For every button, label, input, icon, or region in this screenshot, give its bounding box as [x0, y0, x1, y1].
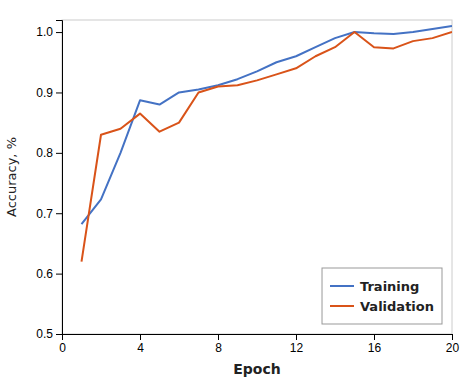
tick-label: 0: [59, 341, 66, 355]
line: [82, 32, 453, 261]
tick-mark: [296, 334, 297, 340]
tick-mark: [56, 334, 62, 335]
plot: 0 4 8 12 16 20 0.5 0.6 0.7 0.8 0.9 1.0 Training Valid…: [36, 20, 459, 355]
tick-mark: [374, 334, 375, 340]
tick-mark: [56, 213, 62, 214]
tick-label: 16: [368, 341, 382, 355]
tick-label: 0.9: [36, 86, 53, 100]
legend-item: Training: [330, 279, 419, 294]
tick: 4: [137, 334, 144, 355]
legend-item: Validation: [330, 299, 434, 314]
tick-label: 1.0: [36, 25, 53, 39]
plot-frame: [62, 20, 452, 334]
tick-label: 0.7: [36, 207, 53, 221]
tick-label: 8: [215, 341, 222, 355]
tick-label: 20: [446, 341, 460, 355]
axis-line: [63, 335, 453, 341]
tick-label: 12: [290, 341, 304, 355]
legend: Training Validation: [322, 268, 442, 324]
tick-mark: [56, 153, 62, 154]
tick-mark: [56, 274, 62, 275]
series-group: [82, 26, 453, 262]
tick: 12: [290, 334, 304, 355]
tick: 0.6: [36, 267, 62, 281]
legend-label: Validation: [360, 299, 434, 314]
tick-mark: [452, 334, 453, 340]
legend-swatch: [330, 285, 354, 287]
tick-label: 0.8: [36, 146, 53, 160]
tick: 0.8: [36, 146, 62, 160]
tick: 0.7: [36, 207, 62, 221]
legend-box: [322, 268, 442, 324]
line: [82, 26, 453, 224]
legend-label: Training: [360, 279, 419, 294]
tick: 0.9: [36, 86, 62, 100]
tick: 0.5: [36, 327, 62, 341]
y-axis-title: Accuracy, %: [4, 137, 19, 217]
axis-line: [56, 21, 63, 335]
tick-mark: [56, 92, 62, 93]
tick: 8: [215, 334, 222, 355]
tick-label: 0.6: [36, 267, 53, 281]
tick: 16: [368, 334, 382, 355]
tick-label: 4: [137, 341, 144, 355]
tick-label: 0.5: [36, 327, 53, 341]
y-axis: 0.5 0.6 0.7 0.8 0.9 1.0: [36, 21, 62, 342]
tick: 20: [446, 334, 460, 355]
tick: 0: [59, 334, 66, 355]
tick-mark: [140, 334, 141, 340]
x-axis-title: Epoch: [233, 361, 280, 377]
tick-mark: [56, 32, 62, 33]
tick: 1.0: [36, 25, 62, 39]
tick-mark: [218, 334, 219, 340]
x-axis: 0 4 8 12 16 20: [59, 334, 459, 355]
legend-swatch: [330, 305, 354, 307]
chart: 0 4 8 12 16 20 0.5 0.6 0.7 0.8 0.9 1.0 Training Valid…: [0, 0, 474, 386]
